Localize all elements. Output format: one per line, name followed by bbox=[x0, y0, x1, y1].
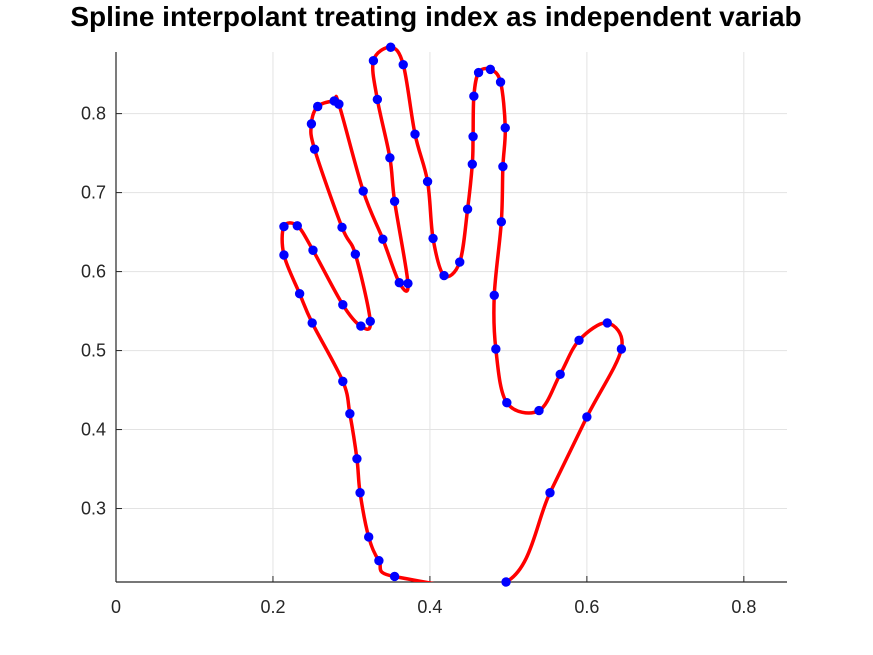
y-tick-label: 0.6 bbox=[81, 262, 106, 282]
data-point bbox=[473, 67, 484, 78]
data-point bbox=[279, 250, 289, 260]
data-point bbox=[602, 318, 612, 328]
data-point bbox=[356, 321, 366, 331]
data-point bbox=[307, 318, 317, 328]
data-point bbox=[308, 245, 318, 255]
y-tick-label: 0.7 bbox=[81, 183, 106, 203]
y-tick-label: 0.4 bbox=[81, 420, 106, 440]
y-tick-label: 0.3 bbox=[81, 499, 106, 519]
data-point bbox=[368, 55, 379, 66]
grid bbox=[116, 52, 787, 582]
axes bbox=[115, 52, 787, 583]
data-point bbox=[410, 129, 420, 139]
chart-title: Spline interpolant treating index as ind… bbox=[70, 1, 801, 32]
data-point bbox=[485, 64, 496, 75]
data-point bbox=[582, 412, 592, 422]
data-point bbox=[574, 335, 584, 346]
data-point bbox=[469, 91, 479, 101]
x-tick-label: 0.8 bbox=[731, 597, 756, 617]
data-point bbox=[385, 42, 396, 52]
y-tick-label: 0.8 bbox=[81, 104, 106, 124]
data-point bbox=[500, 123, 510, 133]
data-point bbox=[378, 234, 388, 244]
data-point bbox=[422, 176, 433, 187]
data-point bbox=[338, 376, 348, 387]
data-point bbox=[350, 249, 361, 259]
x-tick-label: 0 bbox=[111, 597, 121, 617]
data-point bbox=[468, 131, 478, 142]
data-point bbox=[374, 555, 384, 566]
data-point bbox=[403, 278, 413, 289]
data-point bbox=[495, 77, 506, 87]
data-point bbox=[365, 316, 375, 327]
data-point bbox=[467, 159, 477, 169]
data-point bbox=[502, 398, 512, 408]
data-point bbox=[279, 221, 289, 232]
data-point bbox=[398, 59, 408, 70]
spline-curve bbox=[280, 45, 624, 582]
data-point bbox=[491, 344, 501, 354]
x-tick-label: 0.4 bbox=[417, 597, 442, 617]
data-point bbox=[358, 186, 368, 196]
data-point bbox=[309, 144, 320, 154]
data-point bbox=[355, 488, 365, 498]
data-point bbox=[555, 369, 565, 379]
data-point bbox=[455, 257, 465, 267]
data-point bbox=[394, 277, 405, 288]
data-point bbox=[385, 153, 395, 163]
data-point bbox=[338, 300, 348, 310]
data-point bbox=[292, 221, 302, 231]
y-tick-label: 0.5 bbox=[81, 341, 106, 361]
data-point bbox=[389, 196, 400, 206]
tick-labels: 0 0.2 0.4 0.6 0.8 0.3 0.4 0.5 0.6 0.7 0.8 bbox=[81, 104, 756, 617]
data-point bbox=[337, 222, 347, 233]
x-tick-label: 0.6 bbox=[574, 597, 599, 617]
data-point bbox=[496, 217, 507, 227]
data-point bbox=[545, 488, 555, 498]
data-point bbox=[345, 409, 355, 419]
data-point bbox=[428, 233, 438, 244]
data-point bbox=[334, 99, 344, 109]
data-point bbox=[462, 204, 473, 214]
data-point bbox=[294, 288, 305, 299]
data-point bbox=[616, 344, 627, 354]
data-point bbox=[312, 101, 323, 112]
data-point bbox=[498, 161, 508, 172]
data-point bbox=[306, 119, 317, 129]
x-tick-label: 0.2 bbox=[260, 597, 285, 617]
data-point bbox=[501, 577, 511, 587]
data-point bbox=[372, 94, 383, 105]
data-point bbox=[534, 405, 544, 416]
data-point bbox=[489, 290, 499, 300]
data-point bbox=[439, 270, 449, 281]
data-point bbox=[364, 532, 374, 542]
data-point bbox=[389, 571, 400, 582]
data-point bbox=[352, 454, 362, 464]
plot-area bbox=[279, 42, 627, 587]
